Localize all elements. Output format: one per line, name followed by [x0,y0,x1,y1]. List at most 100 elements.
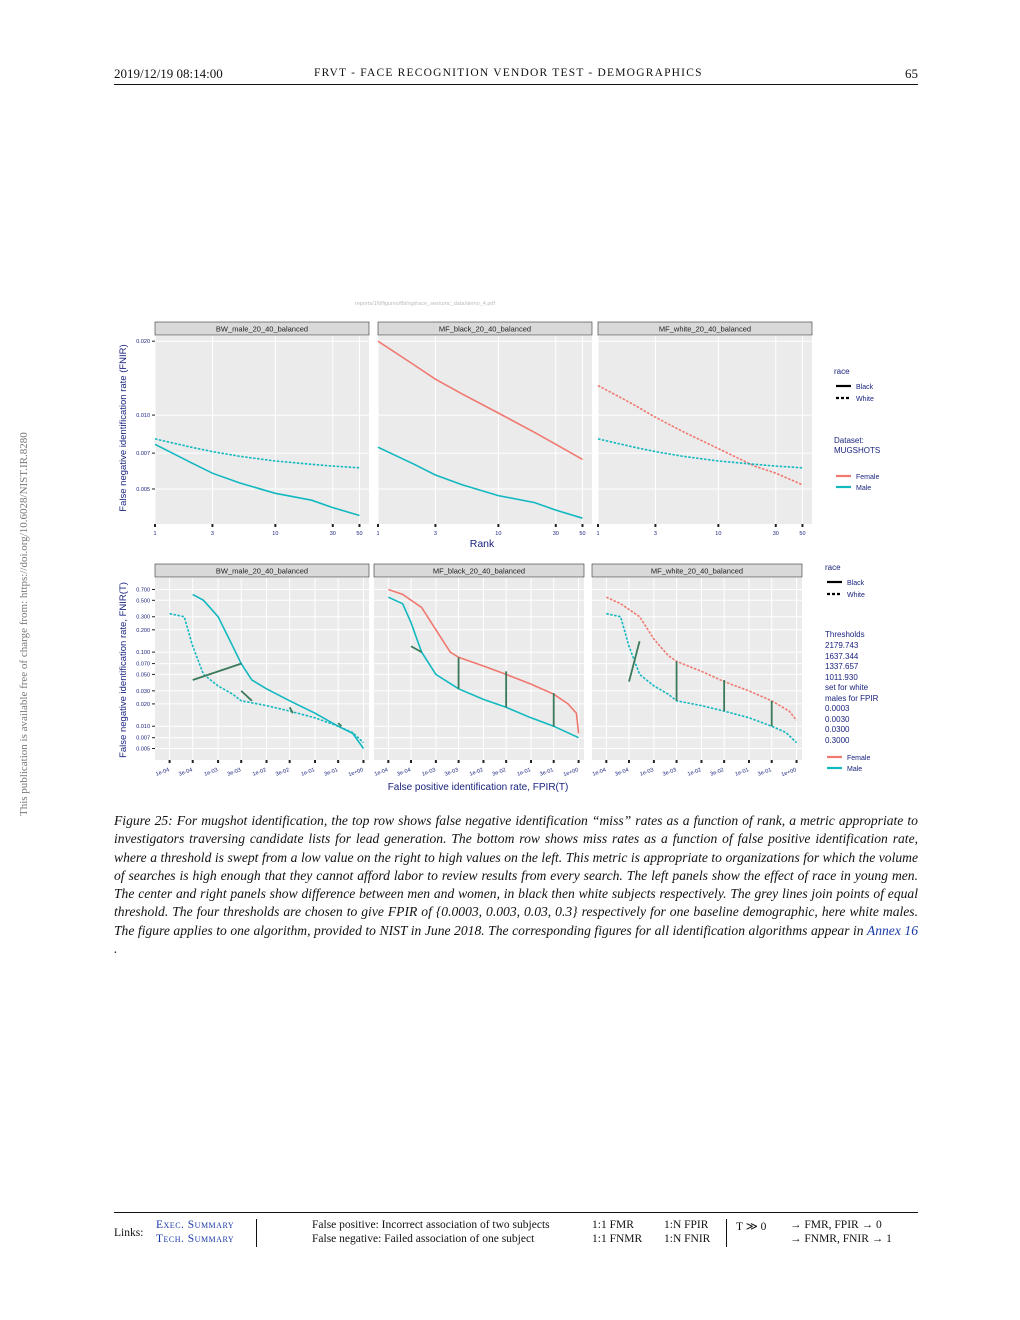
top-strip-1 [377,321,593,336]
top-series-0-male-black [154,443,360,517]
legend-top-white-label: White [856,396,874,403]
bottom-ytick-label-0-1: 0.007 [136,736,150,742]
bottom-panel-title-0: BW_male_20_40_balanced [216,567,308,576]
top-xtick-label-2-3: 30 [773,531,779,537]
bottom-panel-bg-2 [592,578,802,760]
bottom-xtick-label-0-0: 1e-04 [155,767,170,777]
top-series-0-male-white [154,438,360,469]
legend-set-note-2: males for FPIR [825,694,879,703]
top-ytick-label-0-2: 0.010 [136,413,150,419]
bottom-xtick-label-1-6: 1e-01 [516,767,531,777]
bottom-strip-1 [373,563,585,578]
bottom-ytick-label-0-6: 0.070 [136,662,150,668]
false-negative-definition: False negative: Failed association of on… [312,1233,535,1245]
threshold-connector-0-0 [192,662,242,681]
top-xtick-label-0-2: 10 [272,531,278,537]
legend-fpir-1: 0.0003 [825,704,850,713]
top-series-2-female-white [597,384,803,486]
threshold-label: T ≫ 0 [736,1221,767,1233]
legend-bottom: race Black White Thresholds 2179.743 163… [825,563,879,773]
legend-bottom-black-label: Black [847,580,865,587]
top-series-1-female-black [377,340,583,461]
bottom-strip-0 [154,563,370,578]
bottom-xtick-label-2-1: 3e-04 [614,767,629,777]
false-positive-definition: False positive: Incorrect association of… [312,1219,550,1231]
legend-fpir-2: 0.0030 [825,715,850,724]
top-series-2-male-white [597,438,803,469]
legend-threshold-1: 2179.743 [825,641,859,650]
footer-links-label: Links: [114,1227,144,1239]
top-strip-0 [154,321,370,336]
bottom-xtick-label-1-5: 3e-02 [492,767,507,777]
caption-end: . [114,941,118,957]
bottom-xtick-label-1-2: 1e-03 [421,767,436,777]
fnir-label: 1:N FNIR [664,1233,711,1245]
page-number: 65 [905,66,918,81]
bottom-series-0-male-white [169,612,365,744]
legend-bottom-male-label: Male [847,766,862,773]
bottom-strip-2 [591,563,803,578]
sidebar-text: This publication is available free of ch… [18,432,30,816]
bottom-panel-bg-1 [374,578,584,760]
exec-summary-link[interactable]: Exec. Summary [156,1219,235,1231]
fpir-label: 1:N FPIR [664,1219,709,1231]
bottom-xtick-label-0-7: 3e-01 [324,767,339,777]
fnmr-label: 1:1 FNMR [592,1233,643,1245]
top-panel-title-0: BW_male_20_40_balanced [216,325,308,334]
bottom-xtick-label-1-0: 1e-04 [374,767,389,777]
threshold-connector-0-1 [240,690,253,702]
top-xtick-label-0-3: 30 [330,531,336,537]
legend-threshold-2: 1637.344 [825,652,859,661]
threshold-effect-fn: → FNMR, FNIR → 1 [790,1233,892,1245]
page-footer: Links: Exec. Summary Tech. Summary False… [114,1212,918,1253]
fmr-label: 1:1 FMR [592,1219,634,1231]
bottom-xtick-label-0-4: 1e-02 [252,767,267,777]
legend-bottom-race-title: race [825,563,841,572]
bottom-xtick-label-0-2: 1e-03 [203,767,218,777]
top-strip-2 [597,321,813,336]
legend-threshold-3: 1337.657 [825,662,859,671]
bottom-xtick-label-1-3: 3e-03 [444,767,459,777]
legend-bottom-female-label: Female [847,755,870,762]
bottom-panel-title-2: MF_white_20_40_balanced [651,567,743,576]
bottom-ytick-label-0-0: 0.005 [136,747,150,753]
bottom-series-1-male-black [387,596,579,739]
caption-text: For mugshot identification, the top row … [114,813,918,938]
top-xtick-label-2-2: 10 [715,531,721,537]
tech-summary-link[interactable]: Tech. Summary [156,1233,235,1245]
bottom-panel-bg-0 [155,578,369,760]
bottom-xtick-label-0-6: 1e-01 [300,767,315,777]
top-xtick-label-0-4: 50 [356,531,362,537]
top-ytick-label-0-0: 0.005 [136,487,150,493]
legend-fpir-3: 0.0300 [825,725,850,734]
legend-top-male-label: Male [856,485,871,492]
threshold-connector-2-0 [628,641,641,682]
top-xtick-label-2-0: 1 [596,531,599,537]
bottom-panel-title-1: MF_black_20_40_balanced [433,567,525,576]
legend-top-female-label: Female [856,474,879,481]
figure-caption: Figure 25: For mugshot identification, t… [114,812,918,958]
top-panel-bg-0 [155,336,369,524]
annex-16-link[interactable]: Annex 16 [866,922,918,938]
bottom-ytick-label-0-3: 0.020 [136,702,150,708]
sidebar-availability: This publication is available free of ch… [16,360,36,820]
threshold-connector-0-3 [337,722,342,727]
threshold-connector-1-0 [410,645,423,653]
legend-top: race Black White Dataset: MUGSHOTS Femal… [834,367,880,492]
bottom-xtick-label-2-3: 3e-03 [662,767,677,777]
legend-threshold-4: 1011.930 [825,673,858,682]
bottom-ytick-label-0-2: 0.010 [136,724,150,730]
header-title: FRVT - FACE RECOGNITION VENDOR TEST - DE… [314,67,703,79]
footer-divider [256,1219,257,1247]
bottom-xtick-label-2-4: 1e-02 [687,767,702,777]
bottom-xtick-label-1-4: 1e-02 [469,767,484,777]
top-ytick-label-0-3: 0.020 [136,339,150,345]
threshold-effect-fp: → FMR, FPIR → 0 [790,1219,882,1231]
bottom-xtick-label-0-8: 1e+00 [348,767,365,778]
top-xtick-label-1-1: 3 [434,531,437,537]
figure-25: reports/1N/figures/fbi/ngi/race_sex/umc_… [118,301,880,793]
legend-top-dataset-title: Dataset: [834,436,864,445]
footer-divider-2 [726,1219,727,1247]
bottom-xlabel: False positive identification rate, FPIR… [388,782,569,793]
page-header: 2019/12/19 08:14:00 FRVT - FACE RECOGNIT… [114,64,918,85]
